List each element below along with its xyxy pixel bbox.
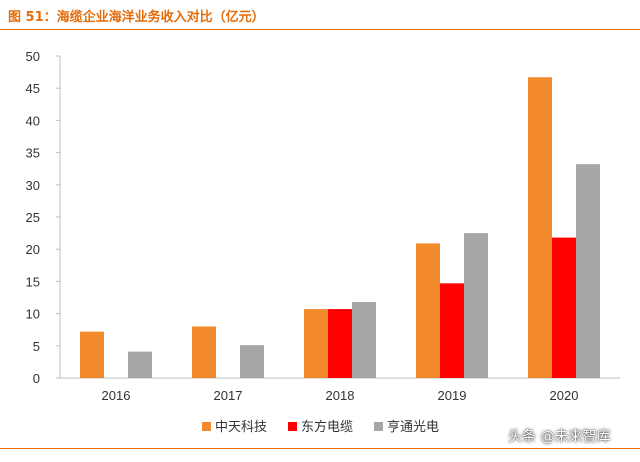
- legend-swatch-2: [374, 422, 383, 431]
- legend-swatch-0: [202, 422, 211, 431]
- y-tick-label: 5: [33, 339, 40, 354]
- bar-2018-series-0: [304, 309, 328, 378]
- bar-2017-series-2: [240, 345, 264, 378]
- bar-2020-series-2: [576, 164, 600, 378]
- bar-2019-series-1: [440, 283, 464, 378]
- y-axis: 0 5 10 15 20 25 30 35 40 45 50: [26, 49, 61, 386]
- bar-2017-series-0: [192, 326, 216, 378]
- bar-2016-series-0: [80, 331, 104, 378]
- y-tick-label: 45: [26, 81, 40, 96]
- bottom-divider: [0, 448, 640, 449]
- bar-2018-series-2: [352, 302, 376, 378]
- y-tick-label: 40: [26, 113, 40, 128]
- y-tick-label: 25: [26, 210, 40, 225]
- x-tick-label: 2017: [214, 388, 243, 403]
- legend-label-2: 亨通光电: [387, 419, 439, 435]
- bar-2019-series-2: [464, 233, 488, 378]
- y-tick-label: 0: [33, 371, 40, 386]
- bars: [80, 77, 600, 378]
- x-tick-label: 2019: [438, 388, 467, 403]
- y-tick-label: 35: [26, 146, 40, 161]
- x-tick-label: 2016: [102, 388, 131, 403]
- y-tick-label: 10: [26, 307, 40, 322]
- bar-2019-series-0: [416, 243, 440, 378]
- y-tick-label: 15: [26, 274, 40, 289]
- x-axis: 2016 2017 2018 2019 2020: [60, 377, 620, 403]
- bar-2016-series-2: [128, 351, 152, 378]
- title-divider: [0, 29, 640, 30]
- bar-2018-series-1: [328, 309, 352, 378]
- legend-swatch-1: [288, 422, 297, 431]
- y-tick-label: 50: [26, 49, 40, 64]
- y-tick-label: 30: [26, 178, 40, 193]
- legend-label-0: 中天科技: [215, 420, 267, 435]
- legend-label-1: 东方电缆: [301, 419, 353, 435]
- y-tick-label: 20: [26, 242, 40, 257]
- bar-2020-series-0: [528, 77, 552, 378]
- legend: 中天科技 东方电缆 亨通光电: [202, 419, 439, 435]
- bar-2020-series-1: [552, 237, 576, 378]
- figure-title: 图 51：海缆企业海洋业务收入对比（亿元）: [8, 10, 265, 25]
- x-tick-label: 2020: [550, 388, 579, 403]
- watermark: 头条 @未来智库: [508, 429, 611, 445]
- x-tick-label: 2018: [326, 388, 355, 403]
